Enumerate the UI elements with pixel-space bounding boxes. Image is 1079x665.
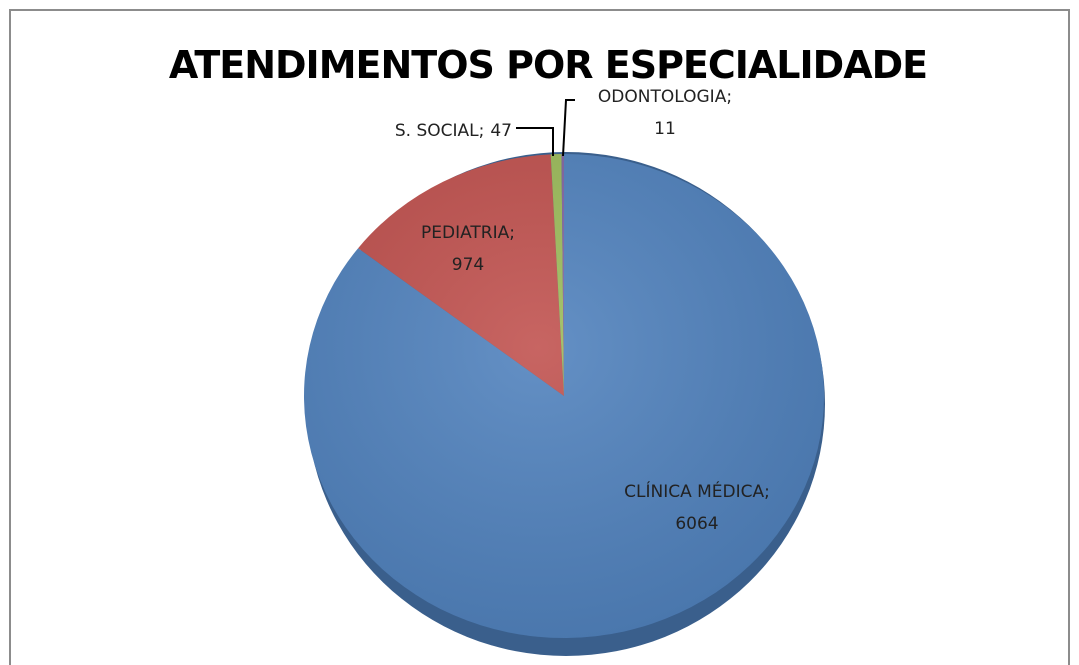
leader-line <box>516 127 554 156</box>
label-category: ODONTOLOGIA <box>598 87 727 107</box>
label-category: PEDIATRIA <box>421 223 510 243</box>
label-separator: ; <box>726 87 732 107</box>
label-separator: ; <box>764 482 770 502</box>
label-separator: ; <box>509 223 515 243</box>
label-value: 11 <box>654 119 676 139</box>
label-value: 6064 <box>675 514 718 534</box>
chart-title: ATENDIMENTOS POR ESPECIALIDADE <box>169 43 927 87</box>
label-category: CLÍNICA MÉDICA <box>624 480 764 502</box>
leader-line <box>562 99 575 157</box>
label-value: 47 <box>490 121 512 141</box>
data-label: ODONTOLOGIA; 11 <box>598 87 732 139</box>
label-value: 974 <box>452 255 484 275</box>
data-label: PEDIATRIA; 974 <box>421 223 515 275</box>
label-separator: ; <box>479 121 485 141</box>
label-category: S. SOCIAL <box>395 121 479 141</box>
data-label: S. SOCIAL; 47 <box>395 121 512 141</box>
data-label: CLÍNICA MÉDICA; 6064 <box>624 480 770 534</box>
